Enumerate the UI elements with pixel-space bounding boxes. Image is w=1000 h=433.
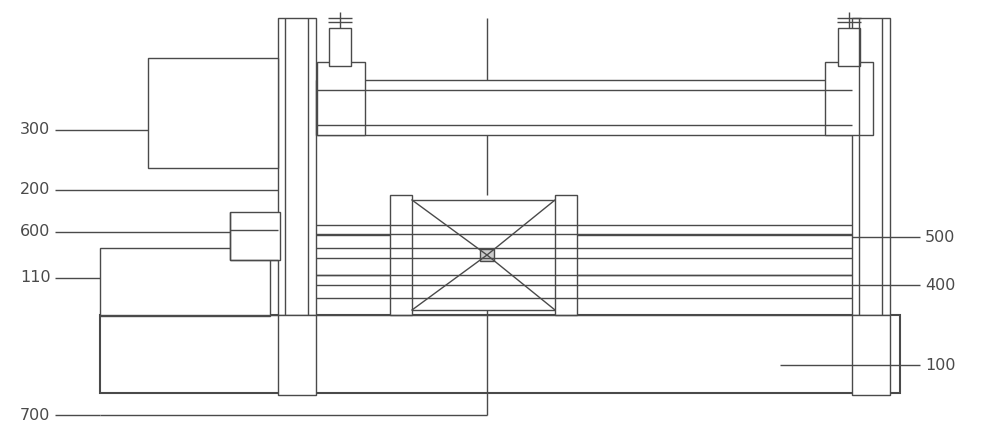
Text: 100: 100 — [925, 358, 956, 372]
Text: 500: 500 — [925, 229, 955, 245]
Text: 300: 300 — [20, 123, 50, 138]
Text: 400: 400 — [925, 278, 955, 293]
Bar — [555, 195, 577, 315]
Bar — [852, 18, 890, 315]
Text: 110: 110 — [20, 271, 51, 285]
Bar — [100, 315, 900, 393]
Bar — [317, 62, 365, 135]
Bar — [480, 249, 494, 261]
Bar — [852, 315, 890, 395]
Text: 600: 600 — [20, 224, 50, 239]
Bar — [329, 28, 351, 66]
Bar — [278, 18, 316, 315]
Bar — [230, 212, 280, 260]
Bar — [100, 248, 270, 316]
Bar — [316, 80, 852, 135]
Bar — [825, 62, 873, 135]
Text: 200: 200 — [20, 182, 50, 197]
Bar — [148, 58, 278, 168]
Bar — [390, 195, 412, 315]
Text: 700: 700 — [20, 407, 50, 423]
Bar — [278, 315, 316, 395]
Bar — [838, 28, 860, 66]
